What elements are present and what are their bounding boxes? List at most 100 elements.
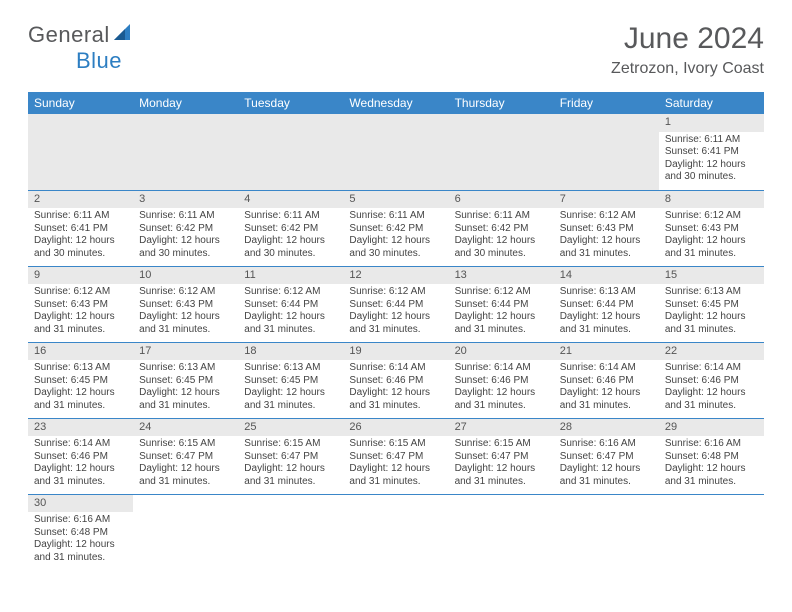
calendar-cell: 7Sunrise: 6:12 AMSunset: 6:43 PMDaylight… [554,190,659,266]
sunset-line: Sunset: 6:41 PM [34,223,127,236]
calendar-body: 1Sunrise: 6:11 AMSunset: 6:41 PMDaylight… [28,114,764,570]
sunset-line: Sunset: 6:45 PM [34,375,127,388]
sunrise-line: Sunrise: 6:11 AM [244,210,337,223]
daylight-line: Daylight: 12 hours and 31 minutes. [349,463,442,488]
calendar-cell: 17Sunrise: 6:13 AMSunset: 6:45 PMDayligh… [133,342,238,418]
calendar-row: 30Sunrise: 6:16 AMSunset: 6:48 PMDayligh… [28,494,764,570]
page-subtitle: Zetrozon, Ivory Coast [611,60,764,78]
calendar-cell [449,114,554,190]
weekday-header: Tuesday [238,92,343,114]
sunrise-line: Sunrise: 6:12 AM [349,286,442,299]
sunset-line: Sunset: 6:43 PM [665,223,758,236]
sunset-line: Sunset: 6:46 PM [34,451,127,464]
calendar-row: 9Sunrise: 6:12 AMSunset: 6:43 PMDaylight… [28,266,764,342]
daylight-line: Daylight: 12 hours and 31 minutes. [244,463,337,488]
day-number: 7 [554,191,659,209]
calendar-cell: 15Sunrise: 6:13 AMSunset: 6:45 PMDayligh… [659,266,764,342]
calendar-cell: 12Sunrise: 6:12 AMSunset: 6:44 PMDayligh… [343,266,448,342]
day-number: 13 [449,267,554,285]
day-body: Sunrise: 6:11 AMSunset: 6:42 PMDaylight:… [449,208,554,264]
sunset-line: Sunset: 6:43 PM [560,223,653,236]
calendar-cell [238,114,343,190]
daylight-line: Daylight: 12 hours and 30 minutes. [349,235,442,260]
day-number: 12 [343,267,448,285]
day-body: Sunrise: 6:12 AMSunset: 6:43 PMDaylight:… [659,208,764,264]
daylight-line: Daylight: 12 hours and 31 minutes. [455,311,548,336]
weekday-header: Thursday [449,92,554,114]
day-body: Sunrise: 6:11 AMSunset: 6:42 PMDaylight:… [238,208,343,264]
sunset-line: Sunset: 6:47 PM [349,451,442,464]
sunrise-line: Sunrise: 6:12 AM [244,286,337,299]
sunrise-line: Sunrise: 6:16 AM [560,438,653,451]
daylight-line: Daylight: 12 hours and 31 minutes. [560,387,653,412]
header: GeneralBlue June 2024 Zetrozon, Ivory Co… [28,22,764,78]
sunset-line: Sunset: 6:45 PM [139,375,232,388]
sunset-line: Sunset: 6:42 PM [349,223,442,236]
sunrise-line: Sunrise: 6:12 AM [560,210,653,223]
sunrise-line: Sunrise: 6:14 AM [349,362,442,375]
calendar-cell: 27Sunrise: 6:15 AMSunset: 6:47 PMDayligh… [449,418,554,494]
brand-text: GeneralBlue [28,22,136,74]
calendar-cell [133,114,238,190]
day-number: 20 [449,343,554,361]
day-body: Sunrise: 6:15 AMSunset: 6:47 PMDaylight:… [343,436,448,492]
day-number: 1 [659,114,764,132]
calendar-row: 2Sunrise: 6:11 AMSunset: 6:41 PMDaylight… [28,190,764,266]
sunrise-line: Sunrise: 6:16 AM [665,438,758,451]
day-body: Sunrise: 6:14 AMSunset: 6:46 PMDaylight:… [659,360,764,416]
daylight-line: Daylight: 12 hours and 31 minutes. [560,311,653,336]
day-body: Sunrise: 6:15 AMSunset: 6:47 PMDaylight:… [133,436,238,492]
sunset-line: Sunset: 6:48 PM [34,527,127,540]
day-body: Sunrise: 6:11 AMSunset: 6:42 PMDaylight:… [133,208,238,264]
day-body: Sunrise: 6:14 AMSunset: 6:46 PMDaylight:… [28,436,133,492]
calendar-cell: 11Sunrise: 6:12 AMSunset: 6:44 PMDayligh… [238,266,343,342]
sunset-line: Sunset: 6:43 PM [34,299,127,312]
day-body: Sunrise: 6:12 AMSunset: 6:44 PMDaylight:… [449,284,554,340]
weekday-header: Sunday [28,92,133,114]
day-body: Sunrise: 6:15 AMSunset: 6:47 PMDaylight:… [449,436,554,492]
calendar-cell [238,494,343,570]
daylight-line: Daylight: 12 hours and 31 minutes. [560,235,653,260]
calendar-cell: 26Sunrise: 6:15 AMSunset: 6:47 PMDayligh… [343,418,448,494]
day-body: Sunrise: 6:12 AMSunset: 6:43 PMDaylight:… [28,284,133,340]
calendar-row: 1Sunrise: 6:11 AMSunset: 6:41 PMDaylight… [28,114,764,190]
sunrise-line: Sunrise: 6:13 AM [560,286,653,299]
calendar-cell: 13Sunrise: 6:12 AMSunset: 6:44 PMDayligh… [449,266,554,342]
calendar-cell: 21Sunrise: 6:14 AMSunset: 6:46 PMDayligh… [554,342,659,418]
day-number: 14 [554,267,659,285]
daylight-line: Daylight: 12 hours and 31 minutes. [455,463,548,488]
calendar-cell: 30Sunrise: 6:16 AMSunset: 6:48 PMDayligh… [28,494,133,570]
day-number: 30 [28,495,133,513]
sunrise-line: Sunrise: 6:11 AM [349,210,442,223]
calendar-cell: 28Sunrise: 6:16 AMSunset: 6:47 PMDayligh… [554,418,659,494]
daylight-line: Daylight: 12 hours and 31 minutes. [560,463,653,488]
sunrise-line: Sunrise: 6:13 AM [665,286,758,299]
daylight-line: Daylight: 12 hours and 31 minutes. [665,387,758,412]
daylight-line: Daylight: 12 hours and 31 minutes. [665,463,758,488]
day-number: 27 [449,419,554,437]
day-number: 3 [133,191,238,209]
brand-text-b: Blue [76,48,122,73]
day-number: 10 [133,267,238,285]
daylight-line: Daylight: 12 hours and 31 minutes. [139,311,232,336]
sunrise-line: Sunrise: 6:11 AM [455,210,548,223]
day-body: Sunrise: 6:11 AMSunset: 6:41 PMDaylight:… [28,208,133,264]
sunset-line: Sunset: 6:46 PM [349,375,442,388]
day-body: Sunrise: 6:13 AMSunset: 6:44 PMDaylight:… [554,284,659,340]
sunrise-line: Sunrise: 6:13 AM [244,362,337,375]
sunrise-line: Sunrise: 6:11 AM [34,210,127,223]
calendar-cell: 8Sunrise: 6:12 AMSunset: 6:43 PMDaylight… [659,190,764,266]
day-number: 18 [238,343,343,361]
daylight-line: Daylight: 12 hours and 30 minutes. [34,235,127,260]
calendar-cell [133,494,238,570]
day-body: Sunrise: 6:13 AMSunset: 6:45 PMDaylight:… [133,360,238,416]
daylight-line: Daylight: 12 hours and 31 minutes. [455,387,548,412]
day-body: Sunrise: 6:15 AMSunset: 6:47 PMDaylight:… [238,436,343,492]
sunrise-line: Sunrise: 6:16 AM [34,514,127,527]
day-number: 21 [554,343,659,361]
sunset-line: Sunset: 6:45 PM [665,299,758,312]
sunrise-line: Sunrise: 6:11 AM [665,134,758,147]
calendar-row: 16Sunrise: 6:13 AMSunset: 6:45 PMDayligh… [28,342,764,418]
sunrise-line: Sunrise: 6:12 AM [139,286,232,299]
day-body: Sunrise: 6:16 AMSunset: 6:47 PMDaylight:… [554,436,659,492]
